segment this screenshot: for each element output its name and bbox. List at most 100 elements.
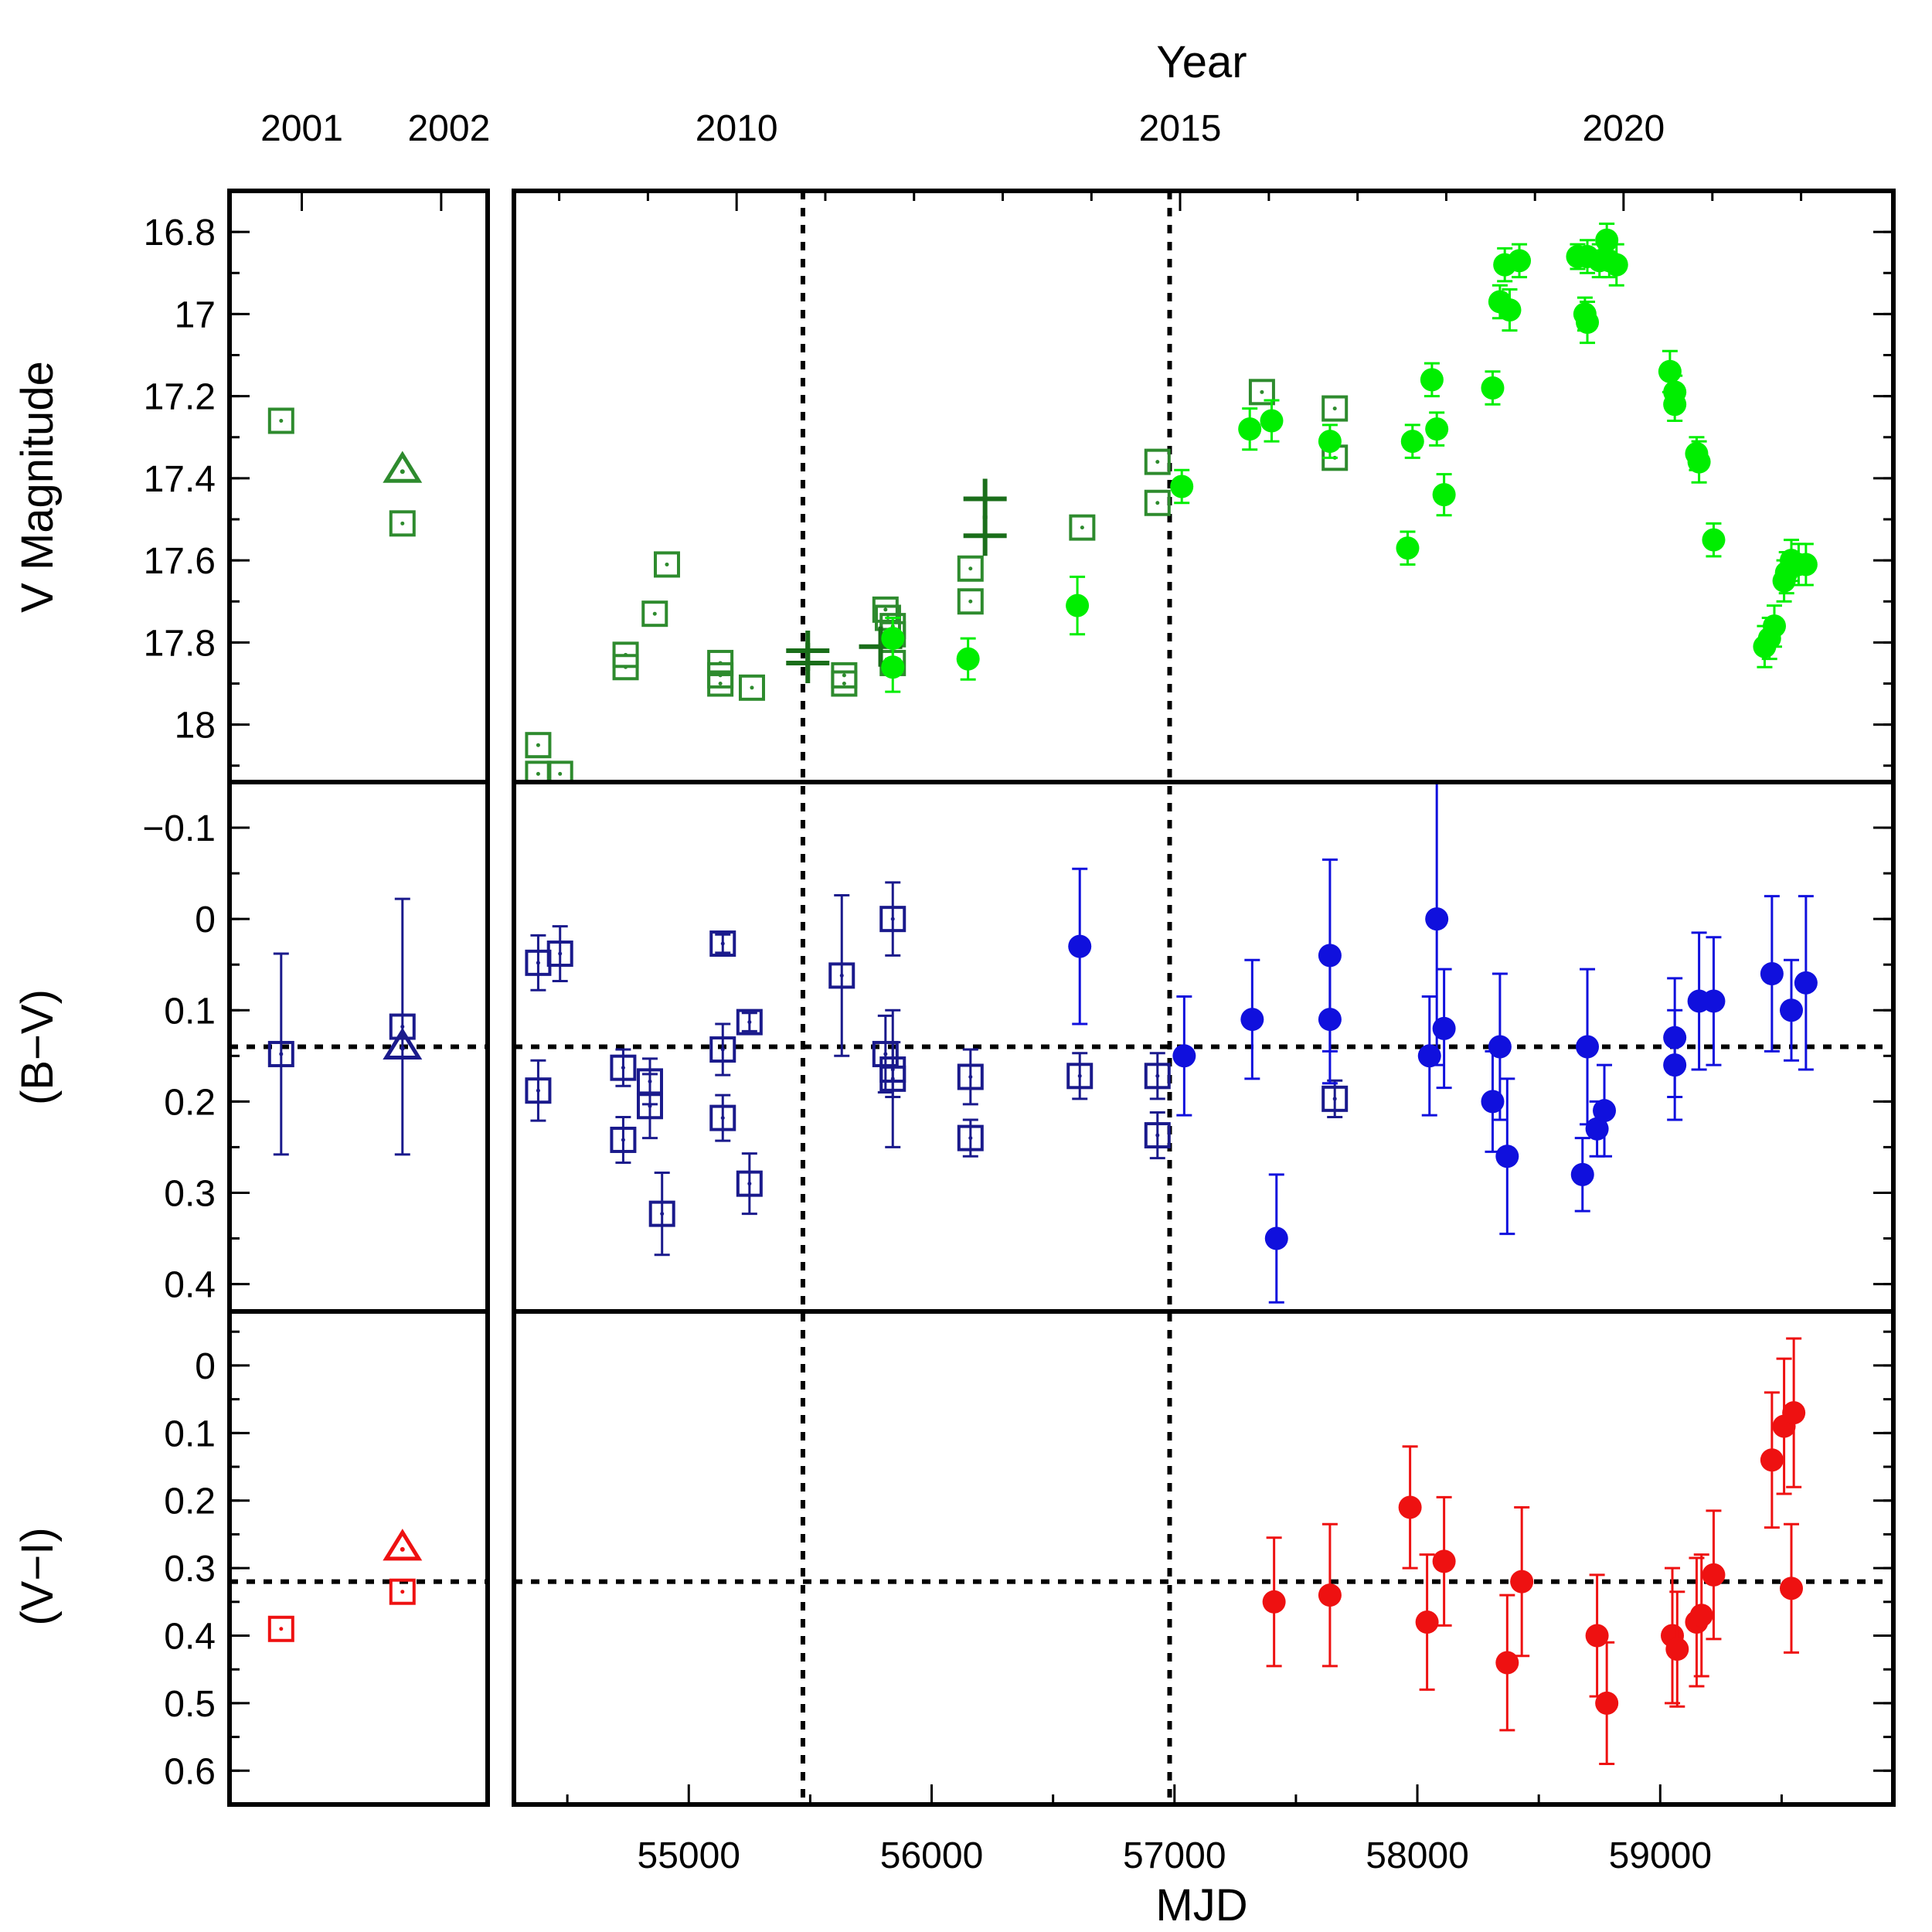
panel-frames	[227, 189, 1896, 1807]
panel-BV-point	[610, 1126, 637, 1153]
panel-BV-point	[1488, 1035, 1512, 1059]
panel-V-point	[1321, 395, 1349, 422]
panel-V-ytick-label: 17.8	[144, 623, 216, 664]
panel-VI-ytick-label: 0.6	[164, 1751, 216, 1792]
panel-V-ytick-label: 16.8	[144, 213, 216, 253]
panel-BV-ytick-label: −0.1	[142, 808, 216, 849]
panel-V-point-dot	[718, 673, 723, 678]
panel-V-point-dot	[558, 771, 563, 776]
panel-VI-ytick-label: 0	[195, 1346, 216, 1387]
panel-BV-point-dot	[747, 1182, 752, 1186]
panel-V-point	[1260, 409, 1284, 433]
panel-BV-point	[1576, 1035, 1600, 1059]
panel-V-point	[1687, 450, 1711, 474]
panel-V-point	[957, 588, 984, 615]
data-points	[267, 223, 1818, 1766]
panel3-ylabel: (V−I)	[12, 1527, 63, 1625]
panel-BV-left-point	[389, 1013, 416, 1040]
panel-BV-left-point-dot	[400, 1046, 405, 1051]
panel-BV-point-dot	[968, 1074, 973, 1079]
panel-V-point-dot	[665, 562, 669, 566]
panel-V-point	[1595, 228, 1619, 252]
panel-V-point	[1238, 417, 1262, 441]
panel-V-ytick-label: 17	[175, 294, 216, 335]
panel-V-left-frame	[227, 189, 490, 784]
panel-BV-point	[636, 1093, 663, 1120]
panel-BV-point	[546, 940, 573, 968]
panel-V-point	[1604, 253, 1628, 277]
panel-V-point-dot	[536, 743, 540, 747]
left-year-tick-label: 2002	[407, 108, 490, 149]
panel-V-point	[881, 655, 905, 679]
panel-BV-point	[1144, 1122, 1171, 1149]
year-tick-label: 2020	[1582, 108, 1665, 149]
panel-BV-left-point	[267, 1040, 294, 1067]
panel-BV-point	[879, 906, 906, 933]
panel-V-point	[1420, 368, 1444, 392]
panel-BV-left-point	[383, 1027, 423, 1060]
panel-BV-point	[1794, 971, 1818, 995]
panel-BV-point	[957, 1124, 984, 1151]
panel-V-point	[641, 600, 668, 628]
panel-VI-left-frame	[227, 1309, 490, 1807]
panel-V-point-dot	[1332, 406, 1337, 411]
panel-V-point-dot	[1155, 460, 1160, 464]
panel-VI-point	[1702, 1563, 1726, 1587]
panel-V-left-points	[267, 407, 423, 537]
panel-BV-point-dot	[621, 1138, 625, 1142]
panel-BV-point-dot	[839, 973, 844, 978]
panel-BV-point	[1760, 962, 1784, 986]
reference-lines	[230, 191, 1893, 1804]
panel-VI-left-point	[389, 1578, 416, 1605]
panel-VI-point	[1415, 1611, 1439, 1634]
panel-BV-point-dot	[1155, 1073, 1160, 1078]
panel-BV-point-dot	[1155, 1133, 1160, 1138]
panel-BV-point	[1425, 907, 1449, 931]
panel-BV-point	[525, 1077, 552, 1104]
panel-BV-point-dot	[883, 1052, 888, 1056]
panel-BV-point	[736, 1009, 763, 1036]
panel-BV-point	[1068, 934, 1092, 958]
panel-V-point-dot	[750, 685, 754, 690]
panel-BV-point	[1432, 1016, 1456, 1040]
panel-V-point	[956, 647, 980, 671]
panel-V-point-dot	[842, 673, 846, 678]
panel-V-point-dot	[968, 599, 973, 604]
panel-V-point-dot	[624, 665, 628, 669]
panel-BV-point	[1702, 989, 1726, 1013]
panel-BV-point-dot	[720, 1116, 725, 1121]
panel-BV-point	[1780, 998, 1804, 1022]
panel-V-point	[1702, 528, 1726, 552]
panel-BV-point-dot	[536, 1088, 540, 1093]
panel-V-point	[707, 670, 734, 697]
panel-V-point	[546, 760, 573, 782]
panel-VI-point	[1585, 1624, 1609, 1648]
panel-V-point	[1066, 594, 1090, 617]
panel-BV-point	[1321, 1085, 1349, 1112]
panel-VI-ytick-label: 0.3	[164, 1549, 216, 1590]
panel-BV-point-dot	[1332, 1097, 1337, 1101]
mjd-tick-label: 56000	[880, 1835, 983, 1876]
panel-V-point-dot	[842, 682, 846, 685]
bottom-axis-title: MJD	[1155, 1880, 1247, 1930]
panel-VI-point	[1780, 1577, 1804, 1600]
panel-BV-ytick-label: 0.3	[164, 1173, 216, 1214]
panel-BV-point	[1663, 1053, 1687, 1077]
panel-V-point	[1663, 393, 1687, 417]
panel-VI-point	[1495, 1651, 1519, 1675]
panel-VI-point	[1595, 1691, 1619, 1715]
mjd-tick-label: 55000	[638, 1835, 740, 1876]
panel-V-ytick-label: 17.4	[144, 459, 216, 500]
panel-VI-left-point	[267, 1615, 294, 1642]
panel-BV-point-dot	[890, 1077, 895, 1081]
panel-V-left-point-dot	[400, 469, 405, 474]
panel-V-left-point	[383, 451, 423, 483]
panel-VI-frame	[512, 1309, 1896, 1807]
panel-V-left-point	[267, 407, 294, 434]
panel-BV-point	[1495, 1145, 1519, 1168]
panel-VI-ytick-label: 0.2	[164, 1481, 216, 1522]
axis-ticks	[230, 189, 1893, 1806]
panel-BV-point	[1585, 1117, 1609, 1141]
panel-V-point	[1248, 379, 1275, 406]
panel-BV-point	[648, 1200, 675, 1227]
